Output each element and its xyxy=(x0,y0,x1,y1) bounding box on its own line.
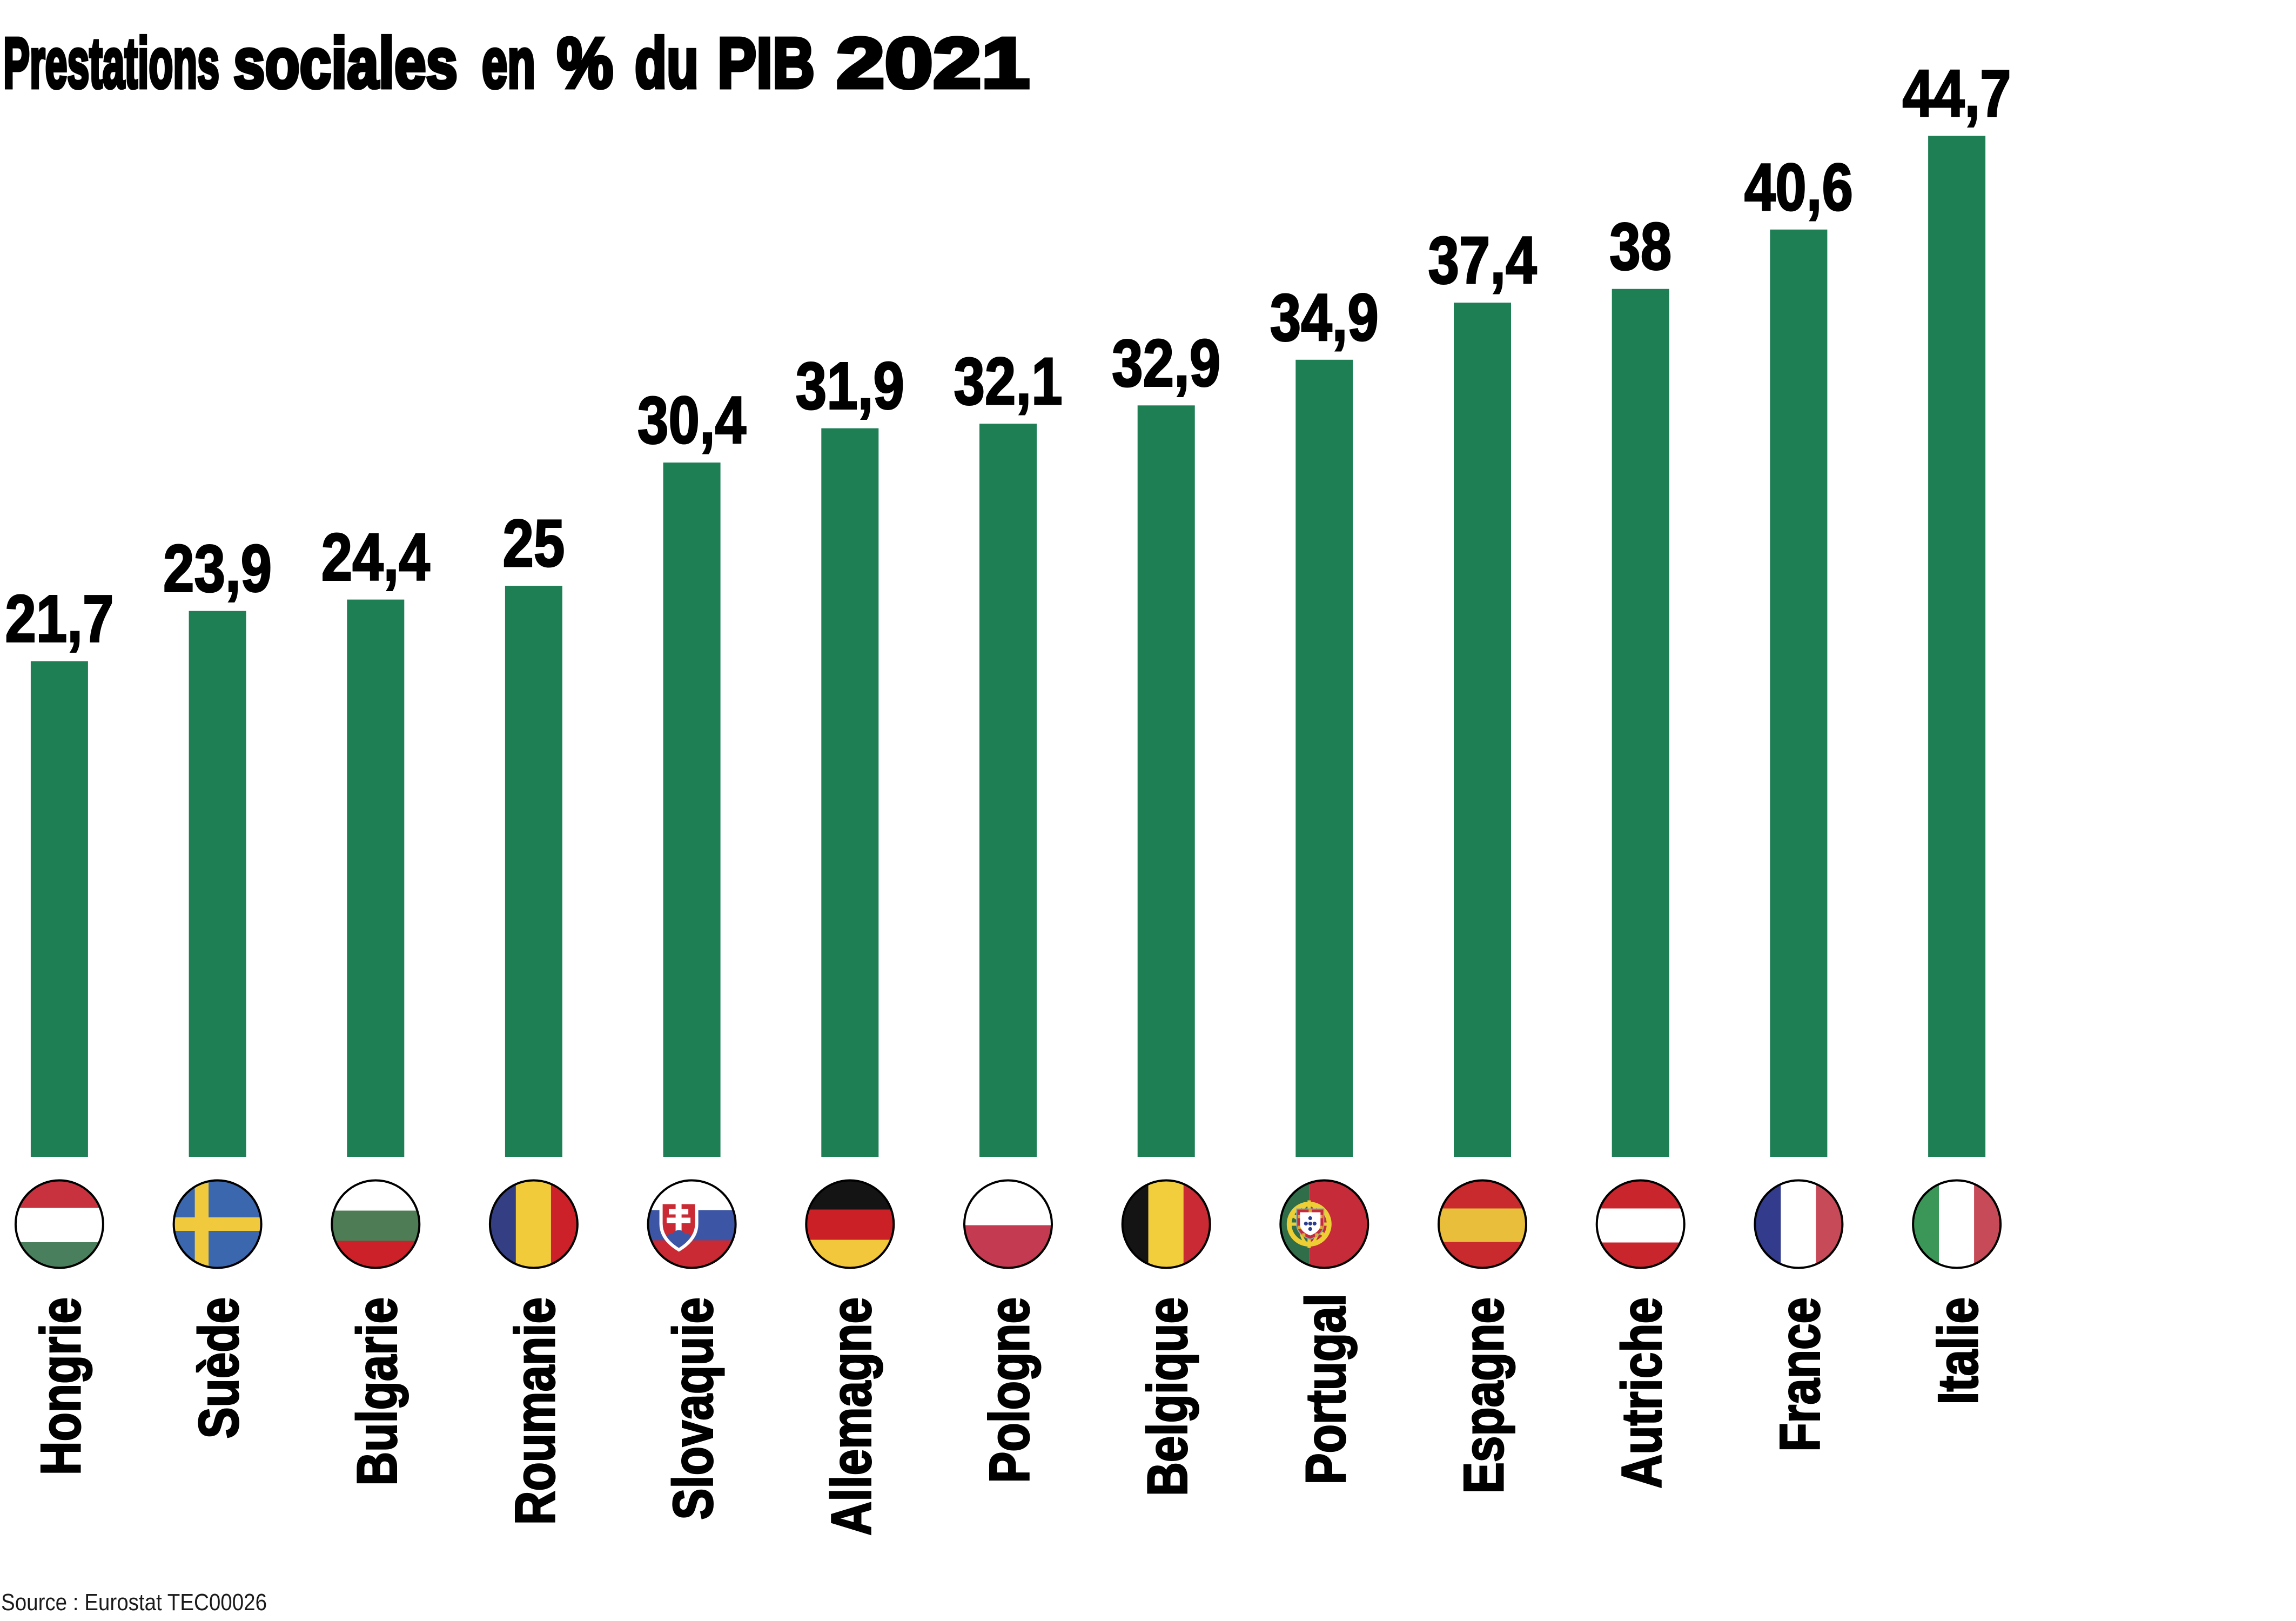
svg-text:25: 25 xyxy=(502,507,565,581)
svg-text:44,7: 44,7 xyxy=(1903,57,2011,131)
svg-text:Autriche: Autriche xyxy=(1611,1297,1674,1489)
svg-text:40,6: 40,6 xyxy=(1744,151,1853,225)
svg-text:Bulgarie: Bulgarie xyxy=(346,1297,408,1486)
svg-text:Hongrie: Hongrie xyxy=(30,1297,92,1475)
svg-text:Roumanie: Roumanie xyxy=(504,1297,567,1525)
svg-text:Source : Eurostat TEC00026: Source : Eurostat TEC00026 xyxy=(1,1589,267,1616)
svg-text:%: % xyxy=(557,23,613,103)
svg-text:en: en xyxy=(482,23,535,103)
svg-text:Portugal: Portugal xyxy=(1294,1294,1357,1485)
svg-text:21,7: 21,7 xyxy=(5,582,113,657)
svg-text:Slovaquie: Slovaquie xyxy=(662,1297,725,1520)
svg-text:24,4: 24,4 xyxy=(321,521,430,595)
svg-text:32,9: 32,9 xyxy=(1112,326,1220,400)
svg-text:Espagne: Espagne xyxy=(1453,1297,1515,1493)
svg-text:2021: 2021 xyxy=(836,23,1030,103)
svg-text:sociales: sociales xyxy=(233,23,458,103)
svg-text:31,9: 31,9 xyxy=(796,350,904,424)
svg-text:37,4: 37,4 xyxy=(1428,224,1536,298)
svg-text:Belgique: Belgique xyxy=(1137,1297,1199,1496)
svg-text:Suède: Suède xyxy=(188,1297,251,1439)
svg-text:Allemagne: Allemagne xyxy=(820,1297,883,1536)
svg-text:PIB: PIB xyxy=(717,23,815,103)
svg-text:Italie: Italie xyxy=(1927,1297,1990,1405)
svg-text:Pologne: Pologne xyxy=(978,1297,1041,1483)
svg-text:du: du xyxy=(635,23,699,103)
svg-text:Prestations: Prestations xyxy=(3,23,219,103)
svg-text:38: 38 xyxy=(1609,210,1671,284)
svg-text:34,9: 34,9 xyxy=(1270,281,1379,355)
svg-text:30,4: 30,4 xyxy=(637,384,746,458)
svg-text:23,9: 23,9 xyxy=(163,532,272,606)
svg-text:32,1: 32,1 xyxy=(954,345,1062,419)
svg-text:France: France xyxy=(1769,1297,1831,1452)
